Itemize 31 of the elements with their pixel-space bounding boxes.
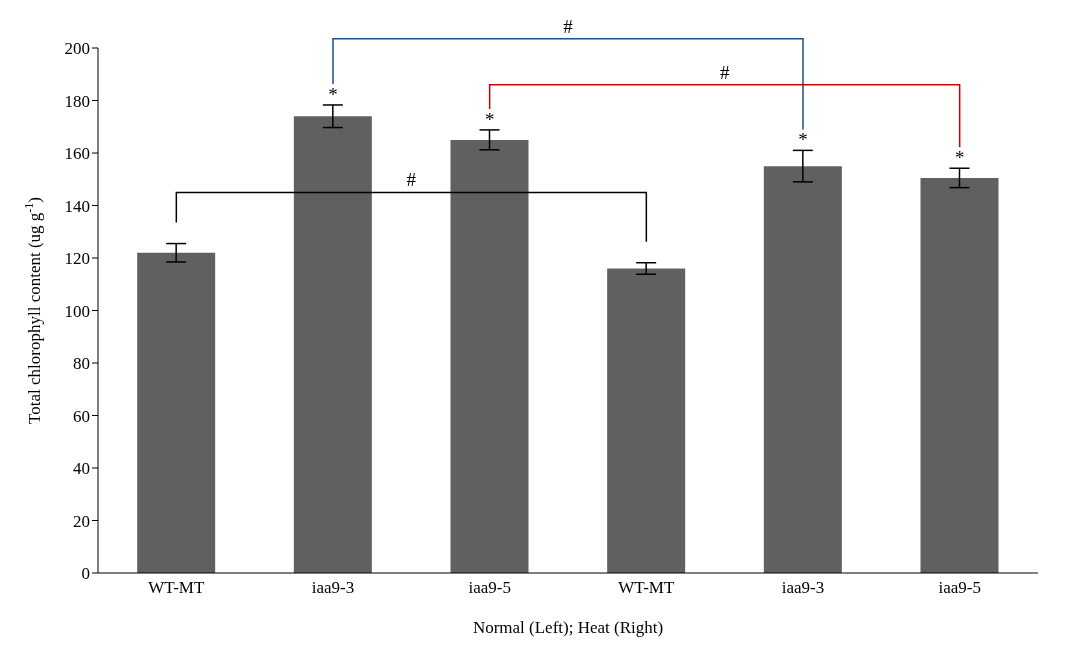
x-axis-title: Normal (Left); Heat (Right) xyxy=(472,618,664,637)
bar xyxy=(450,139,529,573)
bar xyxy=(137,252,216,573)
y-tick-label: 60 xyxy=(73,406,90,426)
annotation: # xyxy=(719,61,730,83)
text: # xyxy=(563,15,574,37)
y-tick-label: 200 xyxy=(64,39,90,59)
annotation: * xyxy=(954,147,965,169)
bar xyxy=(920,177,999,573)
x-tick-label: WT-MT xyxy=(618,578,675,598)
y-tick-label: 160 xyxy=(64,144,90,164)
y-tick-label: 80 xyxy=(73,354,90,374)
y-tick-label: 0 xyxy=(81,564,90,584)
x-tick-label: iaa9-3 xyxy=(781,578,825,598)
bar xyxy=(293,116,372,573)
bar xyxy=(763,166,842,573)
x-tick-label: iaa9-5 xyxy=(468,578,511,598)
y-tick-label: 100 xyxy=(64,301,90,321)
x-tick-label: iaa9-5 xyxy=(938,578,981,598)
y-tick-label: 180 xyxy=(64,91,90,111)
y-tick-label: 20 xyxy=(73,511,90,531)
y-tick-label: 120 xyxy=(64,249,90,269)
annotation: * xyxy=(484,108,495,130)
y-tick-label: 140 xyxy=(64,196,90,216)
annotation: * xyxy=(328,83,338,105)
annotation: * xyxy=(798,129,808,151)
annotation: # xyxy=(406,169,417,191)
x-tick-label: WT-MT xyxy=(148,578,205,598)
x-tick-label: iaa9-3 xyxy=(311,578,355,598)
y-tick-label: 40 xyxy=(73,459,90,479)
bar xyxy=(607,268,686,573)
